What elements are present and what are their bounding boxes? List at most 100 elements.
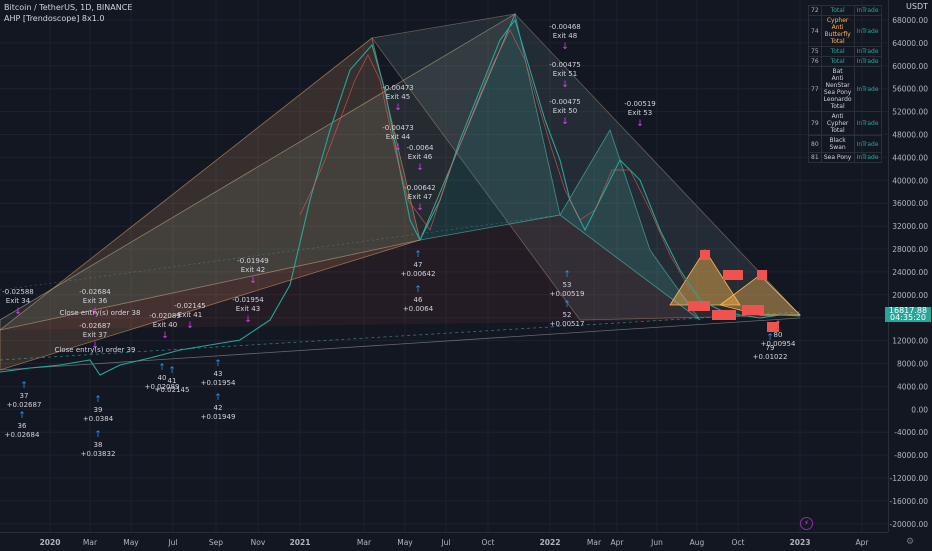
pattern-id: 80 <box>808 135 822 153</box>
exit-value: -0.0064 <box>406 144 434 152</box>
arrow-down-icon: ↓ <box>416 163 424 173</box>
arrow-down-icon: ↓ <box>244 315 252 325</box>
exit-label: Exit 47 <box>408 193 432 201</box>
pattern-status: InTrade <box>853 66 882 112</box>
arrow-down-icon: ↓ <box>561 42 569 52</box>
entry-marker: ↑42+0.01949 <box>201 393 236 421</box>
close-entry-note: Close entry(s) order 38 <box>60 309 141 317</box>
entry-value: +0.00954 <box>761 340 796 348</box>
exit-value: -0.02089 <box>149 312 180 320</box>
entry-marker: ↑46+0.0064 <box>403 285 434 313</box>
x-tick-label: Jul <box>167 538 177 547</box>
pattern-red-zone <box>0 215 700 330</box>
y-tick-label: -12000.00 <box>890 474 929 483</box>
entry-value: +0.0384 <box>83 415 114 423</box>
pattern-cypher <box>559 129 701 321</box>
pattern-badge <box>757 270 767 280</box>
x-tick-label: Oct <box>482 538 495 547</box>
entry-value: +0.0064 <box>403 305 434 313</box>
y-tick-label: -4000.00 <box>894 428 928 437</box>
pattern-name: Total <box>820 46 855 57</box>
price-series-wicks <box>299 29 691 291</box>
exit-label: Exit 50 <box>553 107 577 115</box>
x-tick-label: Apr <box>611 538 625 547</box>
entry-number: 43 <box>214 370 223 378</box>
pattern-name: Sea Pony <box>820 152 855 163</box>
x-tick-label: Nov <box>251 538 266 547</box>
y-tick-label: 40000.00 <box>892 176 928 185</box>
x-tick-label: Mar <box>83 538 98 547</box>
pattern-row: 81 Sea Pony InTrade <box>808 152 882 163</box>
x-tick-label: Sep <box>209 538 223 547</box>
pattern-id: 77 <box>808 66 822 112</box>
pattern-status: InTrade <box>853 152 882 163</box>
y-tick-label: 64000.00 <box>892 39 928 48</box>
entry-marker: ↑43+0.01954 <box>201 359 236 387</box>
x-tick-label: Jul <box>440 538 450 547</box>
entry-value: +0.02145 <box>155 386 190 394</box>
x-tick-label: 2020 <box>40 538 61 547</box>
y-tick-label: -16000.00 <box>890 497 929 506</box>
arrow-up-icon: ↑ <box>168 366 176 376</box>
chart-grid <box>0 0 888 532</box>
x-tick-label: 2021 <box>290 538 311 547</box>
replay-clock-icon[interactable]: ⚡ <box>800 517 813 530</box>
x-tick-label: Oct <box>732 538 745 547</box>
entry-marker: ↑41+0.02145 <box>155 366 190 394</box>
price-axis[interactable] <box>888 0 932 532</box>
indicator-title[interactable]: AHP [Trendoscope] 8x1.0 <box>4 14 105 23</box>
arrow-up-icon: ↑ <box>94 395 102 405</box>
pattern-badge <box>688 301 710 311</box>
pattern-row: 79 Anti Cypher Total InTrade <box>808 111 882 136</box>
y-tick-label: -8000.00 <box>894 451 928 460</box>
arrow-down-icon: ↓ <box>394 143 402 153</box>
y-tick-label: -20000.00 <box>890 520 929 529</box>
pattern-id: 75 <box>808 46 822 57</box>
arrow-up-icon: ↑ <box>18 411 26 421</box>
pattern-badge <box>767 322 779 332</box>
pattern-row: 74 Cypher Anti Butterfly Total InTrade <box>808 15 882 47</box>
last-price-tag: 16817.88 04:35:20 <box>885 307 931 322</box>
entry-number: 39 <box>94 406 103 414</box>
pattern-badge <box>712 310 736 320</box>
bar-countdown: 04:35:20 <box>890 313 926 322</box>
entry-number: 40 <box>158 374 167 382</box>
pattern-status: InTrade <box>853 15 882 47</box>
y-tick-label: 36000.00 <box>892 199 928 208</box>
arrow-down-icon: ↓ <box>161 331 169 341</box>
x-tick-label: Mar <box>587 538 602 547</box>
entry-marker: ↑47+0.00642 <box>401 250 436 278</box>
pattern-badge <box>742 305 764 315</box>
exit-label: Exit 44 <box>386 133 411 141</box>
time-axis[interactable] <box>0 532 888 551</box>
arrow-up-icon: ↑ <box>20 381 28 391</box>
entry-value: +0.00519 <box>550 290 585 298</box>
arrow-down-icon: ↓ <box>249 276 257 286</box>
x-tick-label: May <box>397 538 413 547</box>
exit-value: -0.02684 <box>79 288 111 296</box>
entry-number: 79 <box>766 344 775 352</box>
symbol-title[interactable]: Bitcoin / TetherUS, 1D, BINANCE <box>4 3 133 12</box>
y-tick-label: 52000.00 <box>892 108 928 117</box>
exit-label: Exit 34 <box>6 297 31 305</box>
entry-number: 41 <box>168 377 177 385</box>
entry-value: +0.03832 <box>81 450 116 458</box>
gear-icon[interactable]: ⚙ <box>906 537 915 547</box>
pattern-name: Black Swan <box>820 135 855 153</box>
pattern-badge <box>700 250 710 260</box>
entry-value: +0.02684 <box>5 431 40 439</box>
pattern-status: InTrade <box>853 56 882 67</box>
close-entry-note: Close entry(s) order 39 <box>55 346 136 354</box>
entry-value: +0.00517 <box>550 320 585 328</box>
pattern-status: InTrade <box>853 46 882 57</box>
y-tick-label: 32000.00 <box>892 222 928 231</box>
pattern-row: 75 Total InTrade <box>808 46 882 57</box>
last-price: 16817.88 <box>888 306 928 315</box>
